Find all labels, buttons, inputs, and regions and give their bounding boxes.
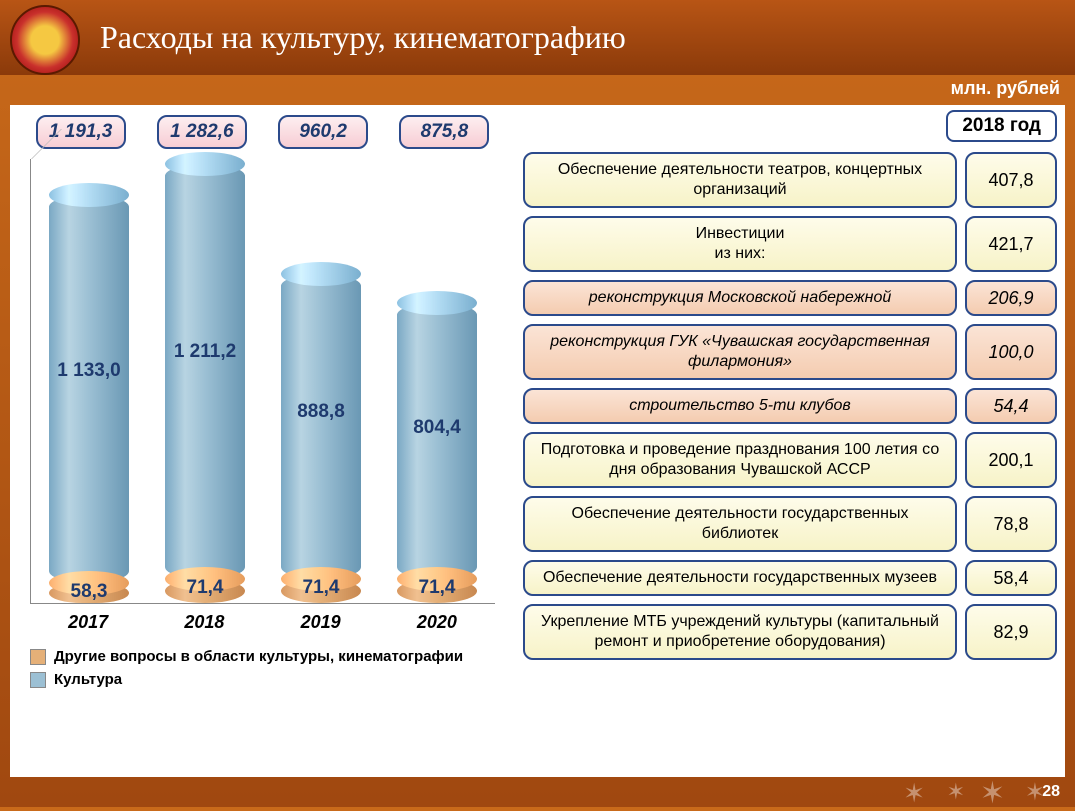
info-value: 206,9: [965, 280, 1057, 316]
info-label: строительство 5-ти клубов: [523, 388, 957, 424]
content-panel: 1 191,3 1 282,6 960,2 875,8 1 133,058,31…: [10, 105, 1065, 777]
bar-segment-culture: 804,4: [397, 303, 477, 578]
bar-segment-culture: 1 211,2: [165, 164, 245, 579]
bar-value-label: 58,3: [49, 581, 129, 603]
info-label: Обеспечение деятельности театров, концер…: [523, 152, 957, 208]
bar-value-label: 888,8: [281, 401, 361, 423]
bar-column: 804,4 71,4: [392, 303, 482, 603]
bar-column: 888,8 71,4: [276, 274, 366, 603]
info-value: 54,4: [965, 388, 1057, 424]
info-row: Подготовка и проведение празднования 100…: [523, 432, 1057, 488]
info-value: 421,7: [965, 216, 1057, 272]
legend-item: Другие вопросы в области культуры, кинем…: [30, 648, 495, 665]
legend-swatch-icon: [30, 649, 46, 665]
info-value: 407,8: [965, 152, 1057, 208]
bar-segment-culture: 888,8: [281, 274, 361, 578]
bar-segment-culture: 1 133,0: [49, 195, 129, 583]
year-label: 2018: [159, 612, 249, 633]
info-row: Обеспечение деятельности государственных…: [523, 496, 1057, 552]
info-row: строительство 5-ти клубов54,4: [523, 388, 1057, 424]
bar-value-label: 1 133,0: [49, 360, 129, 382]
info-label: Инвестициииз них:: [523, 216, 957, 272]
bar-segment-other: 71,4: [281, 579, 361, 603]
info-row: Укрепление МТБ учреждений культуры (капи…: [523, 604, 1057, 660]
info-value: 58,4: [965, 560, 1057, 596]
info-label: Подготовка и проведение празднования 100…: [523, 432, 957, 488]
legend: Другие вопросы в области культуры, кинем…: [30, 648, 495, 688]
info-value: 78,8: [965, 496, 1057, 552]
decoration: ✶ ✶ ✶ ✶: [845, 782, 1045, 807]
bar-segment-other: 58,3: [49, 583, 129, 603]
bar-segment-other: 71,4: [397, 579, 477, 603]
legend-item: Культура: [30, 671, 495, 688]
bar-column: 1 211,2 71,4: [160, 164, 250, 603]
info-label: реконструкция ГУК «Чувашская государстве…: [523, 324, 957, 380]
year-axis: 2017 2018 2019 2020: [30, 612, 495, 633]
info-row: реконструкция Московской набережной206,9: [523, 280, 1057, 316]
page-number: 28: [1042, 783, 1060, 801]
info-row: Обеспечение деятельности театров, концер…: [523, 152, 1057, 208]
info-label: Обеспечение деятельности государственных…: [523, 560, 957, 596]
info-label: реконструкция Московской набережной: [523, 280, 957, 316]
info-value: 100,0: [965, 324, 1057, 380]
info-label: Укрепление МТБ учреждений культуры (капи…: [523, 604, 957, 660]
bar-column: 1 133,0 58,3: [44, 195, 134, 603]
info-value: 200,1: [965, 432, 1057, 488]
info-value: 82,9: [965, 604, 1057, 660]
bar-value-label: 71,4: [397, 577, 477, 599]
year-label: 2020: [392, 612, 482, 633]
bars-stage: 1 133,0 58,3 1 211,2 71,4 888,8 71,4 804,4 71,4: [30, 159, 495, 604]
info-row: Обеспечение деятельности государственных…: [523, 560, 1057, 596]
header: Расходы на культуру, кинематографию: [0, 0, 1075, 75]
year-label: 2019: [276, 612, 366, 633]
bar-value-label: 1 211,2: [165, 341, 245, 363]
chart-area: 1 191,3 1 282,6 960,2 875,8 1 133,058,31…: [10, 105, 515, 777]
bar-value-label: 804,4: [397, 417, 477, 439]
year-label: 2017: [43, 612, 133, 633]
bar-value-label: 71,4: [281, 577, 361, 599]
bar-value-label: 71,4: [165, 577, 245, 599]
unit-label: млн. рублей: [951, 78, 1060, 99]
bar-segment-other: 71,4: [165, 579, 245, 603]
details-panel: 2018 год Обеспечение деятельности театро…: [515, 105, 1065, 777]
page-title: Расходы на культуру, кинематографию: [100, 19, 626, 56]
year-badge: 2018 год: [946, 110, 1057, 142]
emblem-icon: [10, 5, 80, 75]
info-row: Инвестициииз них:421,7: [523, 216, 1057, 272]
legend-label: Культура: [54, 671, 122, 688]
legend-swatch-icon: [30, 672, 46, 688]
info-row: реконструкция ГУК «Чувашская государстве…: [523, 324, 1057, 380]
info-label: Обеспечение деятельности государственных…: [523, 496, 957, 552]
legend-label: Другие вопросы в области культуры, кинем…: [54, 648, 463, 665]
